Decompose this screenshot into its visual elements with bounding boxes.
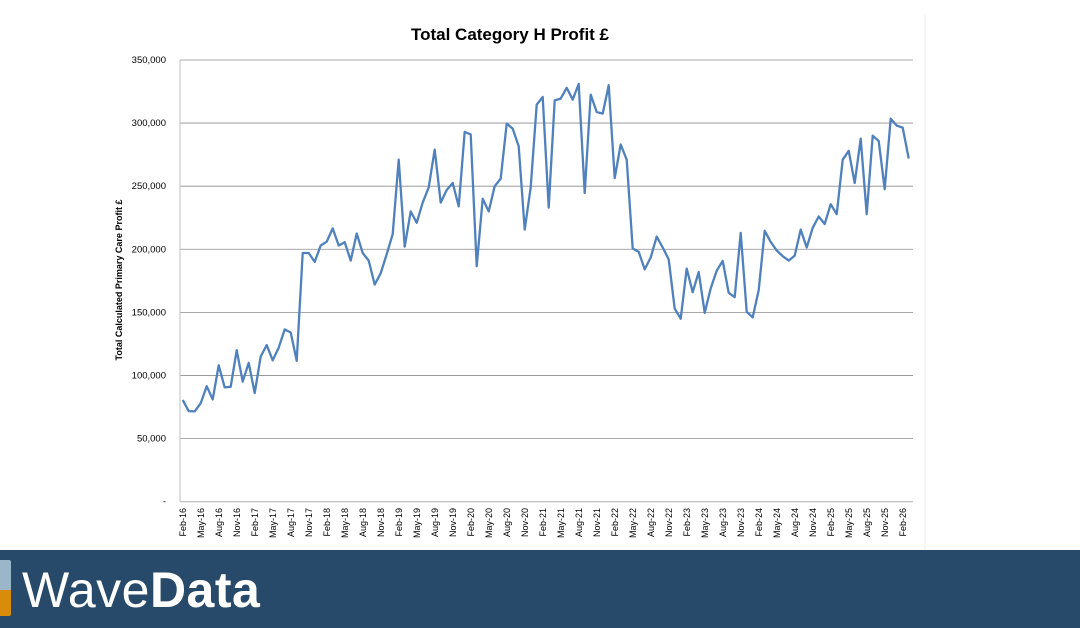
x-tick-label: Aug-21: [574, 508, 584, 537]
y-tick-label: 300,000: [132, 118, 166, 129]
y-tick-label: 100,000: [132, 370, 166, 381]
x-tick-label: Aug-16: [214, 508, 224, 537]
x-tick-label: Nov-23: [736, 508, 746, 537]
x-tick-label: Feb-18: [322, 508, 332, 537]
x-tick-label: Feb-25: [826, 508, 836, 537]
y-tick-label: -: [163, 497, 166, 508]
y-tick-label: 50,000: [137, 434, 166, 445]
x-tick-label: Aug-19: [430, 508, 440, 537]
x-tick-label: Nov-24: [808, 508, 818, 537]
chart-title: Total Category H Profit £: [411, 25, 610, 44]
x-tick-label: Aug-18: [358, 508, 368, 537]
x-tick-label: Nov-18: [376, 508, 386, 537]
x-tick-label: Feb-23: [682, 508, 692, 537]
x-tick-label: Nov-22: [664, 508, 674, 537]
x-tick-label: Feb-22: [610, 508, 620, 537]
x-tick-label: Feb-21: [538, 508, 548, 537]
x-tick-label: May-19: [412, 508, 422, 538]
x-tick-label: May-20: [484, 508, 494, 538]
logo-data-text: Data: [149, 562, 261, 618]
y-tick-label: 200,000: [132, 244, 166, 255]
x-tick-label: Feb-20: [466, 508, 476, 537]
x-tick-label: Aug-23: [718, 508, 728, 537]
x-tick-label: Nov-25: [880, 508, 890, 537]
y-tick-label: 350,000: [132, 55, 166, 66]
x-tick-label: Nov-16: [232, 508, 242, 537]
y-tick-label: 150,000: [132, 307, 166, 318]
x-tick-label: May-22: [628, 508, 638, 538]
x-tick-label: Feb-17: [250, 508, 260, 537]
logo-wordmark: WaveData: [22, 560, 260, 620]
x-tick-label: May-24: [772, 508, 782, 538]
y-axis-label: Total Calculated Primary Care Profit £: [114, 200, 124, 361]
brand-banner: WaveData: [0, 550, 1080, 628]
x-tick-label: Aug-20: [502, 508, 512, 537]
x-tick-label: Feb-16: [178, 508, 188, 537]
x-tick-label: Aug-17: [286, 508, 296, 537]
x-tick-label: May-18: [340, 508, 350, 538]
x-tick-label: May-17: [268, 508, 278, 538]
logo-wave-text: Wave: [22, 562, 150, 618]
x-tick-label: May-16: [196, 508, 206, 538]
chart-area: [0, 0, 925, 550]
x-tick-label: Aug-25: [862, 508, 872, 537]
x-tick-label: Aug-22: [646, 508, 656, 537]
x-tick-label: May-21: [556, 508, 566, 538]
x-tick-label: Nov-19: [448, 508, 458, 537]
x-tick-label: Feb-24: [754, 508, 764, 537]
x-tick-label: Aug-24: [790, 508, 800, 537]
series-line: [181, 82, 910, 413]
x-tick-label: Feb-26: [898, 508, 908, 537]
y-tick-label: 250,000: [132, 181, 166, 192]
line-chart: Total Category H Profit £ Total Calculat…: [0, 0, 926, 550]
x-tick-label: May-23: [700, 508, 710, 538]
x-tick-label: Feb-19: [394, 508, 404, 537]
wave-logo-icon: [0, 560, 11, 616]
x-tick-label: May-25: [844, 508, 854, 538]
x-tick-label: Nov-17: [304, 508, 314, 537]
x-tick-label: Nov-20: [520, 508, 530, 537]
x-tick-label: Nov-21: [592, 508, 602, 537]
